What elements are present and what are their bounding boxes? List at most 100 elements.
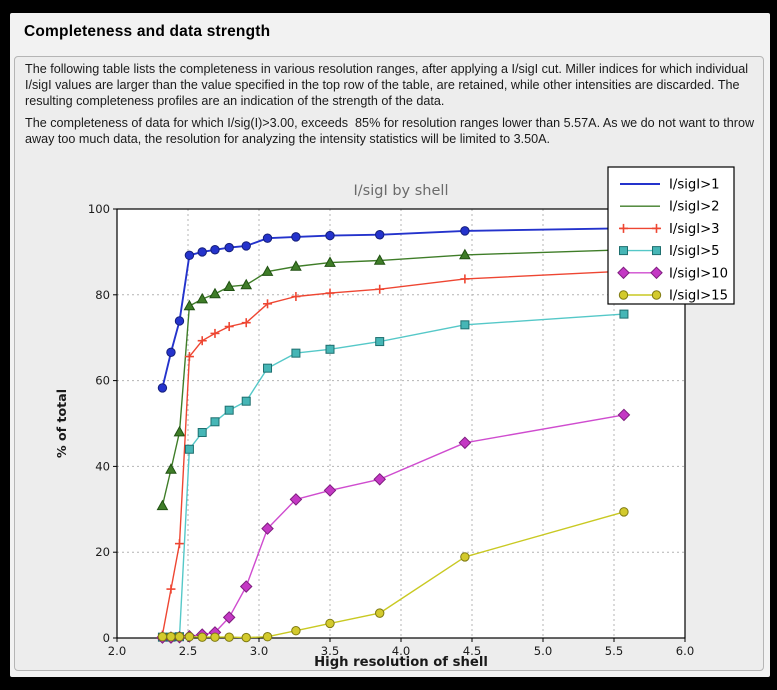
series-line-3 (162, 313, 624, 638)
y-tick-label: 60 (95, 374, 110, 388)
x-tick-label: 4.0 (392, 644, 410, 658)
square-marker (460, 320, 470, 330)
legend-item-3: I/sigI>5 (619, 244, 720, 259)
x-tick-label: 2.5 (179, 644, 197, 658)
square-marker (263, 363, 273, 373)
square-marker (619, 309, 629, 319)
circle-marker (174, 316, 185, 326)
x-axis-label: High resolution of shell (314, 655, 488, 670)
circle-marker (184, 632, 195, 642)
circle-marker (291, 626, 301, 636)
diamond-marker (323, 484, 337, 497)
legend-item-0: I/sigI>1 (620, 178, 720, 193)
circle-marker (224, 242, 234, 253)
diamond-marker (261, 522, 274, 535)
legend-box (607, 166, 735, 305)
square-marker (197, 428, 207, 438)
circle-marker (166, 347, 176, 357)
circle-marker (262, 632, 273, 642)
circle-marker (197, 632, 207, 642)
triangle-marker (209, 287, 221, 299)
square-marker (325, 344, 335, 354)
triangle-marker (173, 425, 186, 437)
legend-label: I/sigI>3 (669, 222, 720, 237)
circle-marker (460, 226, 470, 236)
y-axis-label: % of total (54, 389, 69, 458)
triangle-marker (183, 299, 196, 311)
x-tick-label: 6.0 (676, 644, 694, 658)
legend-item-1: I/sigI>2 (620, 200, 720, 215)
triangle-marker (165, 463, 177, 474)
completeness-chart: 2.0 2.5 3.0 3.5 4.0 4.5 5.0 5.5 6.0 0 20 40 60 80 100 I… (54, 166, 735, 670)
circle-marker (157, 632, 168, 642)
square-marker (375, 337, 385, 347)
circle-marker (375, 608, 385, 618)
legend-label: I/sigI>1 (669, 178, 720, 193)
square-marker (184, 444, 194, 454)
y-tick-label: 0 (103, 631, 110, 645)
page-title: Completeness and data strength (24, 23, 271, 40)
circle-marker (375, 230, 385, 240)
triangle-marker (261, 265, 274, 276)
diamond-marker (617, 266, 630, 280)
triangle-marker (373, 254, 386, 265)
triangle-marker (240, 278, 253, 290)
circle-marker (619, 507, 629, 517)
x-tick-label: 2.0 (108, 644, 126, 658)
triangle-marker (290, 260, 302, 271)
triangle-marker (223, 280, 236, 291)
description-panel: The following table lists the completene… (14, 56, 764, 671)
diamond-marker (617, 408, 631, 422)
x-tick-label: 5.0 (534, 644, 552, 658)
x-tick-label: 3.5 (321, 644, 339, 658)
y-tick-label: 80 (95, 288, 110, 302)
circle-marker (224, 632, 234, 642)
diamond-marker (650, 266, 663, 280)
circle-marker (184, 250, 195, 261)
diamond-marker (458, 436, 472, 450)
circle-marker (157, 383, 168, 393)
circle-marker (197, 247, 207, 257)
triangle-marker (459, 248, 471, 260)
diamond-marker (239, 580, 253, 593)
circle-marker (210, 245, 220, 255)
diamond-marker (289, 493, 303, 506)
square-marker (291, 348, 301, 358)
triangle-marker (156, 499, 169, 511)
legend-label: I/sigI>5 (669, 244, 720, 259)
circle-marker (210, 632, 220, 642)
circle-marker (618, 290, 629, 300)
plot-area (117, 209, 685, 638)
x-tick-label: 4.5 (463, 644, 481, 658)
series-line-0 (161, 227, 624, 389)
chart-title: I/sigI by shell (354, 183, 449, 199)
legend-label: I/sigI>10 (669, 266, 728, 281)
triangle-marker (196, 292, 209, 304)
circle-marker (460, 552, 470, 562)
circle-marker (325, 230, 335, 241)
triangle-marker (324, 256, 336, 267)
series-line-2 (161, 270, 624, 636)
square-marker (224, 405, 234, 415)
legend-label: I/sigI>15 (669, 289, 728, 304)
description-paragraph-2: The completeness of data for which I/sig… (25, 116, 758, 147)
circle-marker (262, 233, 273, 243)
diamond-marker (373, 472, 387, 486)
x-tick-label: 5.5 (605, 644, 623, 658)
circle-marker (291, 232, 301, 242)
y-tick-label: 20 (95, 545, 110, 559)
circle-marker (174, 632, 185, 642)
circle-marker (651, 290, 662, 300)
square-marker (241, 396, 251, 406)
y-tick-label: 40 (95, 459, 110, 473)
series-line-1 (161, 249, 624, 507)
legend-item-4: I/sigI>10 (617, 266, 728, 281)
legend-item-5: I/sigI>15 (618, 289, 728, 304)
circle-marker (325, 618, 335, 629)
x-tick-label: 3.0 (250, 644, 268, 658)
square-marker (619, 246, 628, 256)
report-window: Completeness and data strength The follo… (10, 13, 770, 677)
circle-marker (241, 632, 251, 643)
square-marker (210, 417, 220, 427)
